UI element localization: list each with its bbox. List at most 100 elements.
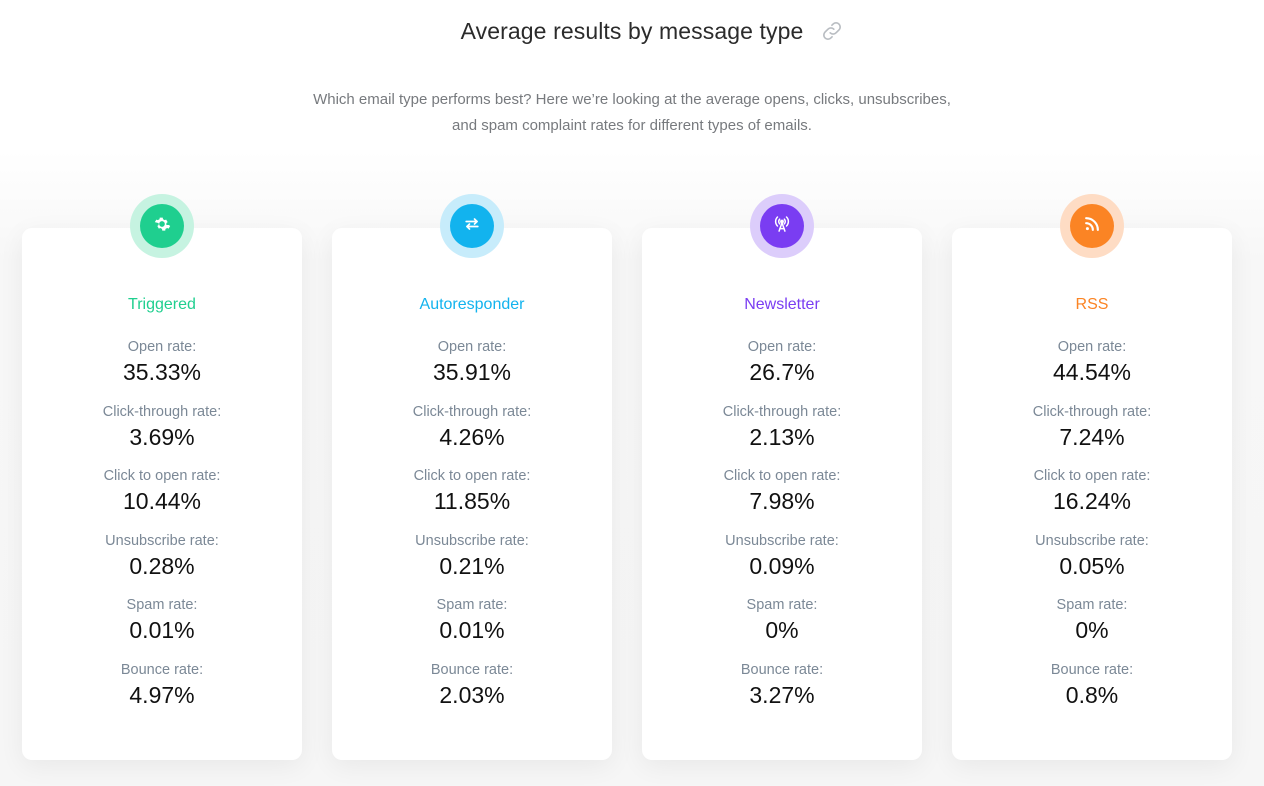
metrics-list: Open rate: 26.7% Click-through rate: 2.1… bbox=[642, 338, 922, 726]
metrics-list: Open rate: 35.33% Click-through rate: 3.… bbox=[22, 338, 302, 726]
metric-value: 7.98% bbox=[749, 488, 815, 515]
card-name: RSS bbox=[1075, 296, 1109, 313]
rss-badge-inner bbox=[1070, 204, 1114, 248]
metric-click-through-rate: Click-through rate: 2.13% bbox=[642, 403, 922, 468]
metric-label: Unsubscribe rate: bbox=[105, 532, 219, 549]
card-name: Triggered bbox=[128, 296, 196, 313]
rss-icon bbox=[1082, 214, 1102, 239]
metric-click-through-rate: Click-through rate: 3.69% bbox=[22, 403, 302, 468]
description-line-2: and spam complaint rates for different t… bbox=[452, 117, 812, 134]
metric-value: 3.69% bbox=[129, 423, 195, 450]
card-newsletter: Newsletter Open rate: 26.7% Click-throug… bbox=[642, 194, 922, 760]
metric-value: 0.09% bbox=[749, 552, 815, 579]
metric-label: Open rate: bbox=[747, 339, 817, 355]
metric-open-rate: Open rate: 44.54% bbox=[952, 338, 1232, 403]
card-name: Newsletter bbox=[744, 296, 820, 313]
metric-label: Click to open rate: bbox=[723, 468, 841, 485]
metric-value: 0% bbox=[1075, 617, 1109, 644]
metric-open-rate: Open rate: 26.7% bbox=[642, 338, 922, 403]
metric-label: Spam rate: bbox=[126, 597, 198, 614]
metric-spam-rate: Spam rate: 0% bbox=[952, 596, 1232, 661]
section-title: Average results by message type bbox=[460, 18, 804, 44]
repeat-icon bbox=[462, 214, 482, 239]
metric-value: 0.05% bbox=[1059, 552, 1125, 579]
metric-unsubscribe-rate: Unsubscribe rate: 0.05% bbox=[952, 532, 1232, 597]
metric-label: Open rate: bbox=[1057, 339, 1127, 355]
rss-badge bbox=[1060, 194, 1124, 258]
metric-click-through-rate: Click-through rate: 4.26% bbox=[332, 403, 612, 468]
metric-unsubscribe-rate: Unsubscribe rate: 0.09% bbox=[642, 532, 922, 597]
metric-value: 16.24% bbox=[1052, 488, 1131, 515]
autoresponder-badge-inner bbox=[450, 204, 494, 248]
metric-bounce-rate: Bounce rate: 3.27% bbox=[642, 661, 922, 726]
metric-label: Click-through rate: bbox=[412, 403, 532, 420]
metric-label: Click-through rate: bbox=[102, 403, 222, 420]
metric-value: 0.21% bbox=[439, 552, 505, 579]
metric-unsubscribe-rate: Unsubscribe rate: 0.21% bbox=[332, 532, 612, 597]
metric-label: Spam rate: bbox=[746, 597, 818, 614]
section-description: Which email type performs best? Here we’… bbox=[0, 87, 1264, 139]
section-header: Average results by message type bbox=[0, 16, 1264, 46]
metric-label: Bounce rate: bbox=[120, 661, 204, 678]
metric-spam-rate: Spam rate: 0.01% bbox=[22, 596, 302, 661]
description-line-1: Which email type performs best? Here we’… bbox=[313, 91, 951, 108]
link-icon[interactable] bbox=[821, 20, 843, 42]
metric-label: Spam rate: bbox=[1056, 597, 1128, 614]
metric-open-rate: Open rate: 35.91% bbox=[332, 338, 612, 403]
metric-value: 35.33% bbox=[122, 359, 201, 385]
metric-label: Click to open rate: bbox=[1033, 468, 1151, 485]
metric-label: Bounce rate: bbox=[430, 661, 514, 678]
metric-value: 35.91% bbox=[432, 359, 511, 385]
metric-click-to-open-rate: Click to open rate: 11.85% bbox=[332, 467, 612, 532]
metric-bounce-rate: Bounce rate: 4.97% bbox=[22, 661, 302, 726]
metric-value: 3.27% bbox=[749, 681, 815, 708]
metric-value: 0.01% bbox=[439, 617, 505, 644]
metric-bounce-rate: Bounce rate: 2.03% bbox=[332, 661, 612, 726]
metric-unsubscribe-rate: Unsubscribe rate: 0.28% bbox=[22, 532, 302, 597]
metric-click-through-rate: Click-through rate: 7.24% bbox=[952, 403, 1232, 468]
metrics-list: Open rate: 44.54% Click-through rate: 7.… bbox=[952, 338, 1232, 726]
newsletter-badge-inner bbox=[760, 204, 804, 248]
metric-click-to-open-rate: Click to open rate: 7.98% bbox=[642, 467, 922, 532]
metric-label: Spam rate: bbox=[436, 597, 508, 614]
metric-value: 0.8% bbox=[1065, 681, 1119, 708]
metric-value: 11.85% bbox=[433, 488, 511, 515]
triggered-badge bbox=[130, 194, 194, 258]
message-type-cards: Triggered Open rate: 35.33% Click-throug… bbox=[22, 194, 1242, 760]
metric-value: 26.7% bbox=[749, 359, 815, 385]
metric-label: Unsubscribe rate: bbox=[1035, 532, 1149, 549]
metric-value: 4.26% bbox=[439, 423, 505, 450]
metric-label: Click to open rate: bbox=[413, 468, 531, 485]
metric-label: Open rate: bbox=[437, 339, 507, 355]
metric-label: Open rate: bbox=[127, 339, 197, 355]
metric-label: Bounce rate: bbox=[740, 661, 824, 678]
autoresponder-badge bbox=[440, 194, 504, 258]
metric-label: Unsubscribe rate: bbox=[415, 532, 529, 549]
metric-open-rate: Open rate: 35.33% bbox=[22, 338, 302, 403]
metric-value: 2.03% bbox=[439, 681, 505, 708]
metric-label: Click to open rate: bbox=[103, 468, 221, 485]
metric-bounce-rate: Bounce rate: 0.8% bbox=[952, 661, 1232, 726]
metric-value: 0.28% bbox=[129, 552, 195, 579]
card-triggered: Triggered Open rate: 35.33% Click-throug… bbox=[22, 194, 302, 760]
metric-click-to-open-rate: Click to open rate: 16.24% bbox=[952, 467, 1232, 532]
card-rss: RSS Open rate: 44.54% Click-through rate… bbox=[952, 194, 1232, 760]
metric-label: Unsubscribe rate: bbox=[725, 532, 839, 549]
metric-label: Click-through rate: bbox=[722, 403, 842, 420]
metric-value: 44.54% bbox=[1052, 359, 1131, 385]
metric-value: 2.13% bbox=[749, 423, 815, 450]
gear-icon bbox=[152, 214, 172, 239]
card-autoresponder: Autoresponder Open rate: 35.91% Click-th… bbox=[332, 194, 612, 760]
newsletter-badge bbox=[750, 194, 814, 258]
metric-label: Click-through rate: bbox=[1032, 403, 1152, 420]
metric-value: 4.97% bbox=[129, 681, 195, 708]
broadcast-icon bbox=[772, 214, 792, 239]
metric-value: 0.01% bbox=[129, 617, 195, 644]
metric-spam-rate: Spam rate: 0% bbox=[642, 596, 922, 661]
metric-click-to-open-rate: Click to open rate: 10.44% bbox=[22, 467, 302, 532]
metric-spam-rate: Spam rate: 0.01% bbox=[332, 596, 612, 661]
metric-label: Bounce rate: bbox=[1050, 661, 1134, 678]
metric-value: 7.24% bbox=[1059, 423, 1125, 450]
title-row: Average results by message type bbox=[461, 16, 844, 46]
